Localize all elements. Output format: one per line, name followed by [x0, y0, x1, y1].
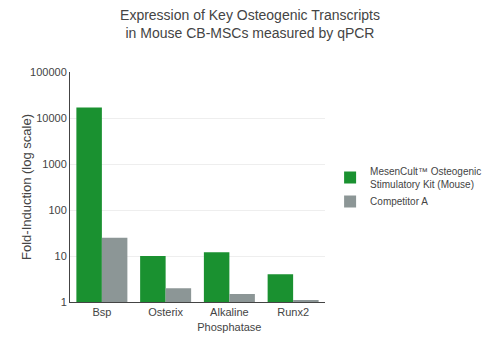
svg-text:Fold-Induction (log scale): Fold-Induction (log scale)	[19, 114, 34, 260]
svg-text:Expression of Key Osteogenic T: Expression of Key Osteogenic Transcripts…	[120, 7, 380, 41]
svg-text:AlkalinePhosphatase: AlkalinePhosphatase	[197, 306, 261, 332]
svg-text:10: 10	[55, 250, 67, 262]
svg-text:Bsp: Bsp	[92, 306, 111, 318]
svg-text:MesenCult™ OsteogenicStimulato: MesenCult™ OsteogenicStimulatory Kit (Mo…	[370, 166, 481, 190]
svg-text:100: 100	[48, 204, 66, 216]
svg-text:10000: 10000	[36, 112, 67, 124]
svg-text:Osterix: Osterix	[148, 306, 183, 318]
svg-text:100000: 100000	[30, 66, 67, 78]
svg-text:Runx2: Runx2	[277, 306, 309, 318]
svg-text:Competitor A: Competitor A	[370, 196, 428, 207]
svg-text:1000: 1000	[42, 158, 66, 170]
svg-text:1: 1	[61, 296, 67, 308]
